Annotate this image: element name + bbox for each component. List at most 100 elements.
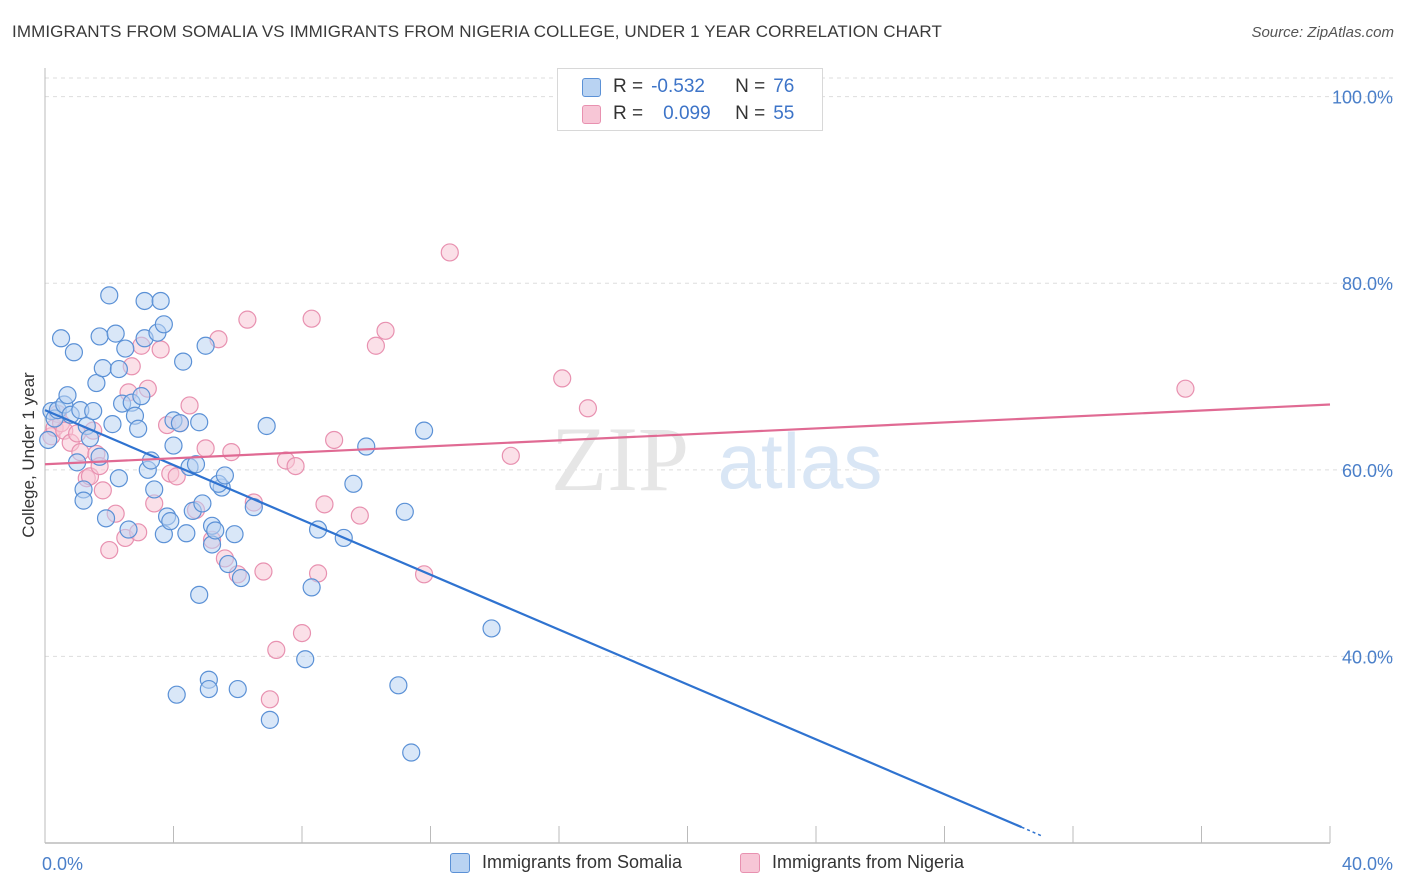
legend-r-label: R =: [613, 103, 644, 124]
somalia-point: [64, 343, 84, 362]
bottom-legend-label-somalia: Immigrants from Somalia: [482, 852, 683, 872]
source-label: Source: ZipAtlas.com: [1251, 24, 1394, 41]
somalia-point: [402, 743, 421, 762]
somalia-point: [215, 466, 234, 485]
nigeria-point: [151, 340, 170, 359]
somalia-point: [161, 512, 180, 531]
nigeria-point: [553, 369, 572, 388]
watermark: ZIP atlas: [551, 408, 882, 510]
gridlines: [45, 77, 1393, 657]
somalia-point: [228, 679, 247, 699]
nigeria-point: [440, 243, 459, 262]
somalia-point: [116, 339, 135, 358]
somalia-trend-line-extension: [1021, 826, 1042, 837]
bottom-legend-swatch-somalia: [450, 852, 470, 873]
somalia-point: [151, 291, 170, 311]
y-tick-label: 60.0%: [1342, 461, 1393, 481]
somalia-point: [145, 480, 164, 499]
nigeria-point: [180, 396, 199, 415]
somalia-point: [344, 474, 363, 493]
somalia-point: [177, 524, 196, 543]
somalia-point: [196, 336, 215, 355]
somalia-point: [186, 455, 206, 474]
nigeria-point: [222, 443, 241, 462]
nigeria-point: [1176, 379, 1195, 398]
somalia-point: [135, 291, 154, 311]
bottom-legend-label-nigeria: Immigrants from Nigeria: [772, 852, 965, 872]
x-tick-label-max: 40.0%: [1342, 854, 1393, 874]
bottom-legend-nigeria[interactable]: Immigrants from Nigeria: [740, 852, 964, 873]
nigeria-point: [366, 336, 385, 355]
y-tick-label: 80.0%: [1342, 274, 1393, 294]
legend-n-value: 55: [773, 103, 795, 124]
trend-lines: [44, 403, 1331, 837]
somalia-point: [167, 685, 186, 704]
bottom-legend-swatch-nigeria: [740, 852, 760, 873]
somalia-point: [190, 413, 209, 432]
somalia-point: [96, 509, 116, 528]
somalia-point: [129, 419, 148, 438]
somalia-point: [482, 619, 501, 638]
somalia-point: [389, 676, 408, 695]
nigeria-point: [267, 640, 286, 659]
nigeria-trend-line: [44, 403, 1331, 466]
somalia-point: [190, 585, 209, 604]
x-ticks: [44, 826, 1331, 843]
somalia-point: [193, 494, 212, 513]
nigeria-point: [100, 540, 119, 560]
nigeria-point: [302, 309, 321, 328]
nigeria-point: [196, 439, 215, 458]
bottom-legend-somalia[interactable]: Immigrants from Somalia: [450, 852, 682, 873]
somalia-point: [206, 521, 225, 540]
legend-r-value: -0.532: [651, 76, 705, 97]
legend-row-somalia: R = -0.532 N = 76: [582, 75, 794, 99]
somalia-point: [164, 436, 183, 455]
legend-row-nigeria: R = 0.099 N = 55: [582, 102, 794, 126]
somalia-point: [100, 286, 119, 305]
somalia-point: [414, 421, 434, 440]
nigeria-point: [260, 690, 279, 709]
somalia-point: [170, 414, 190, 433]
nigeria-point: [292, 623, 312, 643]
somalia-point: [103, 415, 122, 434]
nigeria-point: [376, 321, 395, 340]
somalia-point: [296, 650, 315, 669]
somalia-point: [93, 359, 112, 378]
nigeria-point: [578, 399, 598, 418]
somalia-point: [90, 327, 109, 346]
somalia-point: [231, 568, 251, 588]
nigeria-point: [93, 481, 112, 500]
somalia-point: [58, 386, 77, 405]
nigeria-point: [501, 446, 520, 465]
somalia-point: [199, 679, 218, 699]
somalia-point: [39, 430, 58, 450]
y-tick-label: 40.0%: [1342, 647, 1393, 667]
nigeria-point: [286, 456, 305, 476]
bottom-legend: Immigrants from Somalia Immigrants from …: [0, 852, 1406, 876]
somalia-point: [106, 324, 125, 343]
somalia-point: [257, 416, 276, 436]
somalia-point: [395, 502, 414, 521]
x-tick-label-min: 0.0%: [42, 854, 83, 874]
somalia-point: [174, 352, 193, 371]
somalia-point: [119, 520, 138, 539]
somalia-point: [109, 469, 128, 488]
chart-title: IMMIGRANTS FROM SOMALIA VS IMMIGRANTS FR…: [12, 22, 942, 41]
legend-n-value: 76: [773, 76, 795, 97]
legend-r-label: R =: [613, 76, 644, 97]
legend-n-label: N =: [735, 76, 766, 97]
nigeria-point: [254, 562, 273, 581]
somalia-point: [154, 315, 173, 334]
y-tick-label: 100.0%: [1332, 88, 1393, 108]
somalia-point: [109, 359, 128, 379]
somalia-point: [302, 578, 321, 597]
somalia-point: [357, 437, 376, 456]
somalia-point: [74, 491, 93, 510]
y-tick-labels: 40.0% 60.0% 80.0% 100.0%: [1332, 88, 1393, 668]
somalia-point: [84, 401, 103, 421]
somalia-point: [260, 710, 279, 729]
legend-swatch-nigeria: [582, 104, 601, 124]
nigeria-point: [315, 495, 334, 514]
nigeria-point: [238, 310, 257, 329]
